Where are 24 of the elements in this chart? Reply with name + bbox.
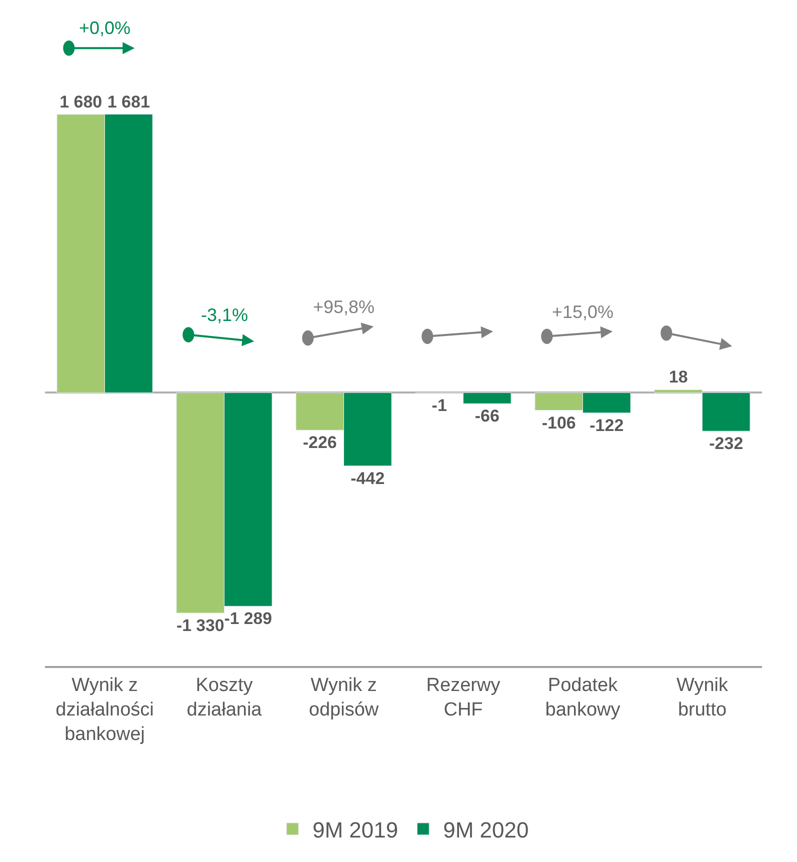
x-tick-label: Wynik brutto — [676, 674, 729, 720]
x-tick-label: Wynik z odpisów — [308, 674, 379, 720]
x-tick-label: Wynik z działalności bankowej — [56, 674, 154, 746]
data-label: -122 — [590, 416, 624, 435]
data-label: -1 330 — [176, 616, 224, 635]
data-label: 1 681 — [107, 92, 150, 112]
data-label: 1 680 — [60, 92, 102, 112]
data-label: -1 — [432, 396, 447, 415]
legend-label: 9M 2020 — [443, 818, 529, 842]
data-label: -226 — [302, 433, 337, 452]
legend-label: 9M 2019 — [312, 818, 398, 842]
x-tick-label: Podatek bankowy — [545, 674, 621, 720]
data-label: -106 — [542, 413, 576, 432]
x-tick-label: Rezerwy CHF — [426, 674, 501, 720]
data-label: -66 — [474, 406, 500, 426]
text: +0,0% — [79, 18, 131, 38]
data-label: -1 289 — [224, 609, 272, 628]
data-label: -442 — [350, 468, 385, 488]
x-tick-label: Koszty działania — [186, 674, 262, 720]
annotation: -3,1% — [201, 305, 248, 325]
annotation: +15,0% — [552, 302, 614, 322]
data-label: 18 — [668, 368, 688, 387]
data-label: -232 — [709, 434, 744, 454]
annotation: +95,8% — [313, 297, 375, 317]
